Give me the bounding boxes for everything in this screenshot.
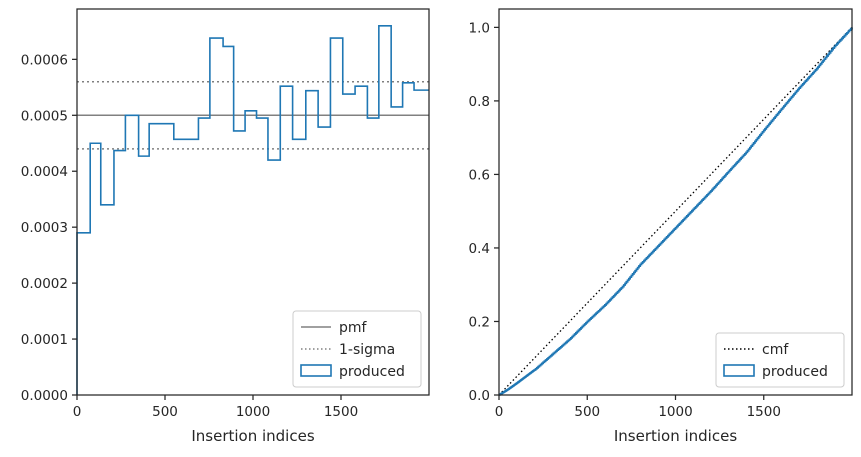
y-tick-label: 0.2 [469,314,490,330]
legend-patch-swatch [300,364,332,377]
y-tick-label: 0.4 [469,241,490,257]
y-tick-label: 0.0006 [21,52,68,68]
legend-label: cmf [762,342,789,358]
y-tick-label: 0.0003 [21,220,68,236]
x-tick-label: 500 [152,404,178,420]
y-tick-label: 0.0 [469,388,490,404]
legend-label: pmf [339,320,368,336]
y-tick-label: 0.8 [469,94,490,110]
y-tick-label: 1.0 [469,20,490,36]
legend-label: produced [762,364,828,380]
series-0-step-line [76,24,429,395]
y-tick-label: 0.0005 [21,108,68,124]
legend-box [292,310,422,388]
series-0-line [498,26,853,396]
y-tick-label: 0.0000 [21,388,68,404]
x-tick-label: 0 [495,404,504,420]
legend-box [715,332,845,388]
y-tick-label: 0.0001 [21,332,68,348]
legend-label: 1-sigma [339,342,395,358]
x-axis-label: Insertion indices [191,427,314,445]
x-tick-label: 1500 [747,404,781,420]
legend-label: produced [339,364,405,380]
y-tick-label: 0.0004 [21,164,68,180]
legend-patch-swatch [723,364,755,377]
pmf-chart-panel: 0 500 1000 1500 0.0000 0.0001 0.0002 0.0003 0.00… [21,8,430,445]
y-tick-label: 0.6 [469,167,490,183]
x-tick-label: 500 [574,404,600,420]
series-1-step-line [498,27,853,396]
x-tick-label: 1000 [236,404,270,420]
cmf-chart-panel: 0 500 1000 1500 0.0 0.2 0.4 0.6 0.8 1.0 Insertion … [469,8,853,445]
x-axis-label: Insertion indices [614,427,737,445]
x-tick-label: 1500 [324,404,358,420]
y-tick-label: 0.0002 [21,276,68,292]
x-tick-label: 1000 [658,404,692,420]
x-tick-label: 0 [73,404,82,420]
